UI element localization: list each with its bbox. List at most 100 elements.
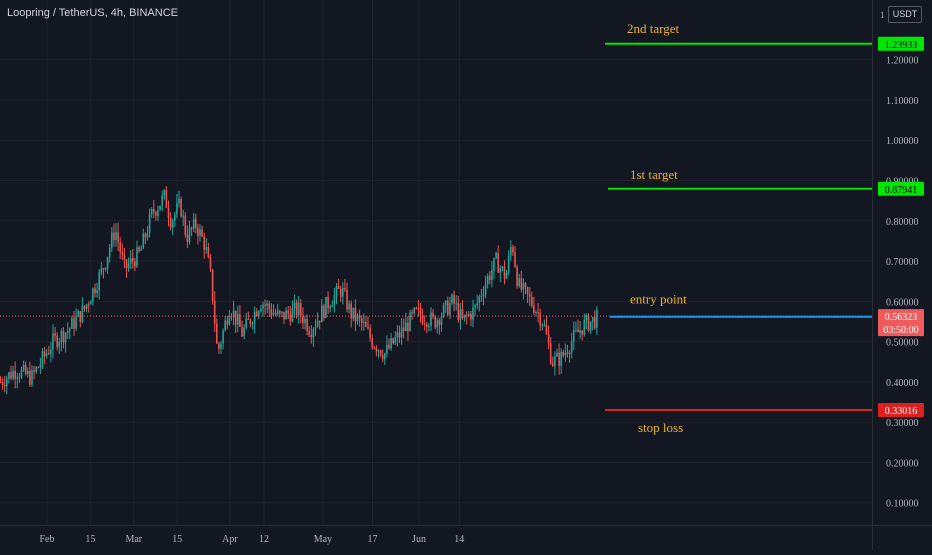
candle-body: [115, 232, 117, 240]
candle-body: [373, 347, 376, 349]
candle-body: [119, 242, 121, 253]
candle-body: [29, 370, 31, 385]
candle-body: [377, 350, 380, 352]
candle-body: [535, 312, 537, 314]
chart-grid: [0, 0, 872, 525]
candle-body: [92, 288, 94, 302]
candle-body: [440, 316, 443, 326]
level-price-value: 0.33016: [885, 406, 918, 417]
candle-body: [169, 217, 172, 228]
candle-body: [449, 303, 451, 315]
x-tick-label: 12: [259, 534, 269, 545]
candle-body: [230, 316, 233, 318]
candle-body: [71, 318, 73, 329]
candle-body: [64, 333, 67, 343]
price-axis[interactable]: 0.10000 0.20000 0.30000 0.40000 0.50000 0.600…: [872, 0, 919, 550]
candle-body: [501, 266, 504, 269]
candle-body: [463, 314, 466, 319]
candle-body: [549, 343, 552, 364]
candle-body: [478, 296, 481, 304]
y-tick-label: 0.10000: [886, 499, 919, 510]
level-annotation-2nd-target: 2nd target: [627, 21, 679, 36]
candle-body: [104, 267, 107, 270]
candle-body: [455, 303, 457, 305]
candlestick-series[interactable]: [0, 186, 872, 395]
candle-body: [192, 219, 195, 229]
candle-body: [421, 315, 424, 324]
candle-body: [447, 300, 449, 315]
candle-body: [102, 268, 105, 270]
candle-body: [591, 317, 594, 322]
candle-body: [570, 340, 573, 353]
candle-body: [0, 381, 2, 383]
candle-body: [260, 308, 262, 312]
candle-body: [96, 290, 98, 294]
candle-body: [279, 310, 281, 314]
candle-body: [87, 304, 90, 306]
candle-body: [314, 326, 317, 330]
candle-body: [163, 189, 166, 196]
candle-body: [436, 320, 439, 328]
candle-body: [138, 247, 140, 251]
candle-body: [512, 247, 514, 253]
candle-body: [457, 303, 460, 320]
candle-body: [493, 258, 495, 271]
candle-body: [339, 289, 342, 297]
y-tick-label: 0.20000: [886, 458, 919, 469]
candle-body: [325, 296, 327, 318]
candle-body: [234, 310, 237, 325]
candle-body: [522, 283, 525, 290]
time-axis[interactable]: Feb 15 Mar 15 Apr 12 May 17 Jun 14: [0, 525, 932, 546]
candle-body: [547, 334, 550, 344]
candle-body: [402, 327, 405, 332]
candle-body: [568, 352, 571, 355]
x-tick-label: Jun: [412, 534, 426, 545]
candle-body: [43, 351, 46, 357]
candle-body: [239, 314, 241, 327]
price-labels: 1.239330.879410.561820.330160.5632303:50…: [878, 36, 924, 418]
candle-body: [293, 302, 296, 309]
candle-body: [423, 323, 426, 325]
candle-body: [127, 263, 130, 269]
x-tick-label: 17: [368, 534, 378, 545]
candle-body: [552, 363, 554, 366]
candle-body: [211, 269, 214, 302]
candle-body: [251, 323, 254, 325]
candle-body: [129, 258, 132, 264]
candle-body: [335, 285, 338, 295]
candle-body: [594, 317, 596, 328]
candle-body: [520, 278, 523, 290]
candle-body: [111, 232, 113, 248]
x-tick-label: May: [314, 534, 332, 545]
candle-body: [287, 310, 289, 314]
candle-body: [589, 321, 592, 331]
candle-body: [554, 356, 556, 366]
y-tick-label: 1.10000: [886, 96, 919, 107]
y-tick-label: 0.50000: [886, 338, 919, 349]
candle-body: [258, 311, 260, 317]
candle-body: [489, 275, 491, 281]
last-price-value: 0.56323: [885, 312, 918, 323]
candle-body: [54, 333, 56, 336]
candle-body: [197, 227, 199, 237]
candle-body: [331, 305, 334, 308]
candle-body: [426, 323, 428, 328]
last-price-tag: [878, 309, 924, 337]
candle-body: [438, 320, 441, 326]
candle-body: [146, 233, 149, 238]
candle-body: [543, 324, 546, 326]
level-price-value: 1.23933: [885, 40, 918, 51]
currency-selector[interactable]: USDT: [888, 6, 922, 23]
candle-body: [81, 305, 84, 323]
candle-body: [171, 220, 174, 228]
trade-levels[interactable]: 2nd target 1st target entry point stop loss: [605, 21, 872, 435]
candle-body: [381, 355, 384, 359]
level-annotation-entry-point: entry point: [630, 292, 687, 307]
candle-body: [577, 329, 579, 333]
candle-body: [396, 332, 399, 338]
candle-body: [8, 372, 10, 379]
candle-body: [98, 272, 100, 291]
candle-body: [575, 329, 577, 331]
